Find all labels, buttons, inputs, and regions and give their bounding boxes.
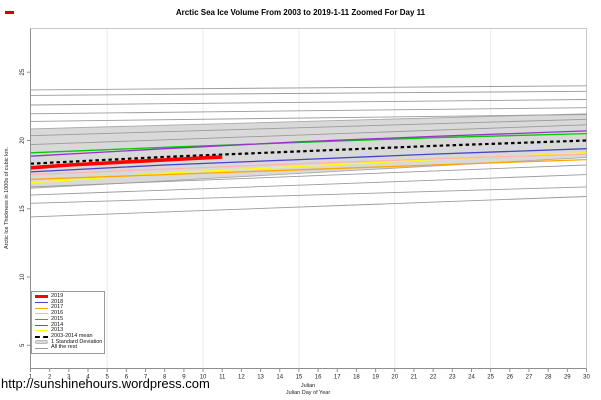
background-year-line: [30, 114, 587, 122]
legend-item-all-the-rest: All the rest: [35, 345, 101, 351]
y-tick-label: 15: [20, 205, 26, 212]
x-tick-label: 25: [487, 375, 494, 381]
series-line-2018: [30, 148, 587, 173]
legend-label: 2016: [51, 310, 64, 317]
x-tick-label: 6: [125, 375, 129, 381]
legend-item-2015: 2015: [35, 315, 101, 323]
series-line-2019: [30, 155, 223, 170]
legend-label: 1 Standard Deviation: [51, 338, 103, 345]
y-tick-label: 25: [20, 68, 26, 75]
background-year-line: [30, 118, 587, 137]
legend-item-2013: 2013: [35, 328, 101, 334]
series-line-2016: [30, 153, 587, 176]
x-tick-label: 1: [29, 375, 33, 381]
x-tick-label: 28: [545, 375, 552, 381]
legend-item-2018: 2018: [35, 298, 101, 306]
background-year-line: [30, 196, 587, 218]
x-tick-label: 9: [182, 375, 186, 381]
legend: 2019 2018 2017 2016 2015 2014 2013 2003-2014 me…: [31, 291, 105, 354]
legend-swatch: [35, 340, 48, 345]
y-tick-label: 20: [20, 136, 26, 143]
x-tick-label: 8: [163, 375, 167, 381]
x-tick-label: 26: [506, 375, 513, 381]
background-year-line: [30, 186, 587, 204]
legend-item-1-standard-deviation: 1 Standard Deviation: [35, 338, 103, 346]
x-axis-label-line1: Julian: [300, 383, 316, 389]
corner-mark: [5, 11, 14, 14]
x-tick-label: 21: [411, 375, 418, 381]
background-year-line: [30, 85, 587, 91]
x-tick-label: 7: [144, 375, 148, 381]
background-year-line: [30, 174, 587, 196]
background-year-line: [30, 164, 587, 188]
legend-label: 2017: [51, 304, 64, 311]
legend-swatch: [35, 302, 48, 304]
legend-label: 2019: [51, 293, 64, 300]
x-tick-label: 2: [48, 375, 52, 381]
legend-item-2003-2014-mean: 2003-2014 mean: [35, 332, 101, 340]
x-tick-label: 23: [449, 375, 456, 381]
legend-item-2016: 2016: [35, 311, 101, 317]
legend-label: 2015: [51, 315, 64, 322]
x-tick-label: 15: [296, 375, 303, 381]
x-axis-label-line2: Julian Day of Year: [285, 390, 331, 396]
x-tick-label: 16: [315, 375, 322, 381]
x-tick-label: 5: [106, 375, 110, 381]
x-tick-label: 17: [334, 375, 341, 381]
legend-label: 2013: [51, 327, 64, 334]
y-tick-label: 10: [20, 273, 26, 280]
x-tick-label: 11: [219, 375, 226, 381]
legend-label: 2014: [51, 321, 64, 328]
x-tick-label: 22: [430, 375, 437, 381]
series-line-2014: [30, 130, 587, 157]
legend-swatch: [35, 324, 48, 326]
legend-swatch: [35, 347, 48, 349]
background-year-line: [30, 107, 587, 115]
x-tick-label: 19: [372, 375, 379, 381]
x-tick-label: 24: [468, 375, 475, 381]
plot-box: [30, 28, 587, 369]
x-tick-label: 12: [238, 375, 245, 381]
background-year-line: [30, 124, 587, 146]
legend-item-2014: 2014: [35, 322, 101, 328]
legend-swatch: [35, 307, 48, 309]
chart-title: Arctic Sea Ice Volume From 2003 to 2019-…: [175, 8, 426, 17]
legend-swatch: [35, 313, 48, 315]
footer-url: http://sunshinehours.wordpress.com: [1, 376, 210, 391]
x-tick-label: 14: [276, 375, 283, 381]
y-tick-label: 5: [20, 343, 26, 347]
x-tick-label: 30: [583, 375, 590, 381]
background-year-line: [30, 99, 587, 106]
legend-swatch: [35, 295, 48, 299]
x-tick-label: 4: [86, 375, 90, 381]
x-tick-label: 18: [353, 375, 360, 381]
series-line-2015: [30, 132, 587, 154]
legend-label: 2003-2014 mean: [51, 332, 93, 339]
x-tick-label: 27: [526, 375, 533, 381]
legend-label: 2018: [51, 298, 64, 305]
x-tick-label: 3: [67, 375, 71, 381]
legend-swatch: [35, 330, 48, 332]
x-tick-label: 29: [564, 375, 571, 381]
legend-swatch: [35, 335, 48, 338]
series-line-2017: [30, 158, 587, 181]
legend-swatch: [35, 319, 48, 321]
x-tick-label: 20: [391, 375, 398, 381]
legend-item-2017: 2017: [35, 305, 101, 311]
background-year-line: [30, 90, 587, 96]
series-line-2003-2014-mean: [30, 139, 587, 165]
x-tick-label: 13: [257, 375, 264, 381]
legend-label: All the rest: [51, 344, 77, 351]
x-tick-label: 10: [200, 375, 207, 381]
legend-item-2019: 2019: [35, 294, 101, 300]
